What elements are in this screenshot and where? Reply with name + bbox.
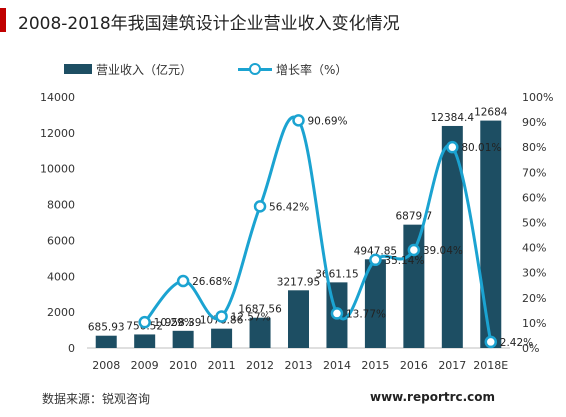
y-left-tick-label: 2000 [47, 306, 75, 319]
growth-point [446, 140, 459, 154]
legend: 营业收入（亿元） 增长率（%） [64, 61, 347, 77]
growth-value-label: 80.01% [461, 142, 501, 154]
y-left-tick-label: 8000 [47, 199, 75, 212]
y-left-tick-label: 12000 [40, 127, 75, 140]
bar [403, 224, 425, 348]
bar-value-label: 12384.4 [431, 112, 475, 124]
x-tick-label: 2010 [169, 359, 197, 372]
legend-bar-swatch [64, 64, 92, 74]
bar [364, 259, 386, 348]
growth-value-label: 12.57% [231, 311, 271, 323]
growth-value-label: 39.04% [423, 245, 463, 257]
growth-value-label: 26.68% [192, 276, 232, 288]
growth-line [138, 114, 498, 349]
watermark: www.reportrc.com [370, 390, 496, 404]
x-tick-label: 2013 [285, 359, 313, 372]
growth-value-label: 56.42% [269, 201, 309, 213]
chart-plot: 0 2000 4000 6000 8000 10000 12000 14000 0% 10% 20%… [40, 91, 553, 372]
x-tick-label: 2008 [92, 359, 120, 372]
y-right-tick-label: 60% [522, 191, 546, 204]
y-right-tick-label: 20% [522, 292, 546, 305]
growth-point [215, 310, 228, 323]
growth-point [369, 253, 382, 267]
x-tick-label: 2017 [438, 359, 466, 372]
y-right-tick-label: 10% [522, 317, 546, 330]
growth-point [138, 315, 151, 329]
x-tick-label: 2012 [246, 359, 274, 372]
bar [211, 328, 233, 348]
growth-point [292, 114, 305, 127]
chart-title: 2008-2018年我国建筑设计企业营业收入变化情况 [18, 14, 400, 34]
bar [95, 335, 117, 348]
x-tick-label: 2018E [473, 359, 508, 372]
growth-point [484, 335, 498, 349]
bar [480, 120, 502, 349]
x-tick-label: 2011 [208, 359, 236, 372]
y-left-tick-label: 0 [68, 342, 75, 355]
bar [249, 317, 271, 348]
bar [288, 290, 309, 348]
growth-value-label: 10.29% [154, 317, 194, 329]
y-left-tick-label: 14000 [40, 91, 75, 104]
bar-value-label: 12684 [474, 107, 508, 119]
y-left-tick-label: 10000 [40, 163, 75, 176]
bar [134, 334, 156, 348]
y-right-tick-label: 100% [522, 91, 553, 104]
bar-value-label: 3217.95 [277, 276, 320, 288]
title-accent-bar [0, 8, 6, 32]
x-tick-label: 2014 [323, 359, 351, 372]
y-right-tick-label: 80% [522, 141, 546, 154]
y-right-tick-label: 0% [522, 342, 539, 355]
growth-point [253, 200, 267, 213]
x-tick-label: 2015 [361, 359, 389, 372]
legend-bar-label: 营业收入（亿元） [96, 62, 193, 77]
bar-value-label: 4947.85 [354, 245, 397, 257]
x-tick-label: 2016 [400, 359, 428, 372]
growth-line-path [143, 115, 493, 343]
growth-point [407, 243, 421, 257]
bar-value-label: 3661.15 [315, 268, 358, 280]
growth-value-label: 2.42% [500, 337, 533, 349]
y-left-tick-label: 4000 [47, 270, 75, 283]
growth-labels: 10.29% 26.68% 12.57% 56.42% 90.69% 13.77% 35.1… [154, 115, 533, 349]
bar [441, 125, 463, 349]
data-source: 数据来源：锐观咨询 [42, 392, 151, 406]
legend-line-swatch [238, 63, 273, 75]
y-left-tick-label: 6000 [47, 234, 75, 247]
growth-point [176, 274, 190, 288]
x-tick-label: 2009 [131, 359, 159, 372]
axes: 0 2000 4000 6000 8000 10000 12000 14000 0% 10% 20%… [40, 91, 553, 372]
bar [172, 330, 194, 348]
bar-value-label: 1687.56 [238, 304, 282, 316]
growth-value-label: 13.77% [346, 308, 386, 320]
y-right-tick-label: 30% [522, 267, 546, 280]
y-right-tick-label: 70% [522, 166, 546, 179]
bar-value-label: 685.93 [88, 322, 125, 334]
y-right-tick-label: 50% [522, 217, 546, 230]
growth-value-label: 35.14% [384, 255, 424, 267]
bar-value-label: 958.39 [165, 317, 202, 329]
growth-value-label: 90.69% [308, 115, 348, 127]
y-right-tick-label: 40% [522, 242, 546, 255]
growth-point [330, 307, 344, 320]
y-right-tick-label: 90% [522, 116, 546, 129]
legend-line-label: 增长率（%） [276, 62, 348, 77]
